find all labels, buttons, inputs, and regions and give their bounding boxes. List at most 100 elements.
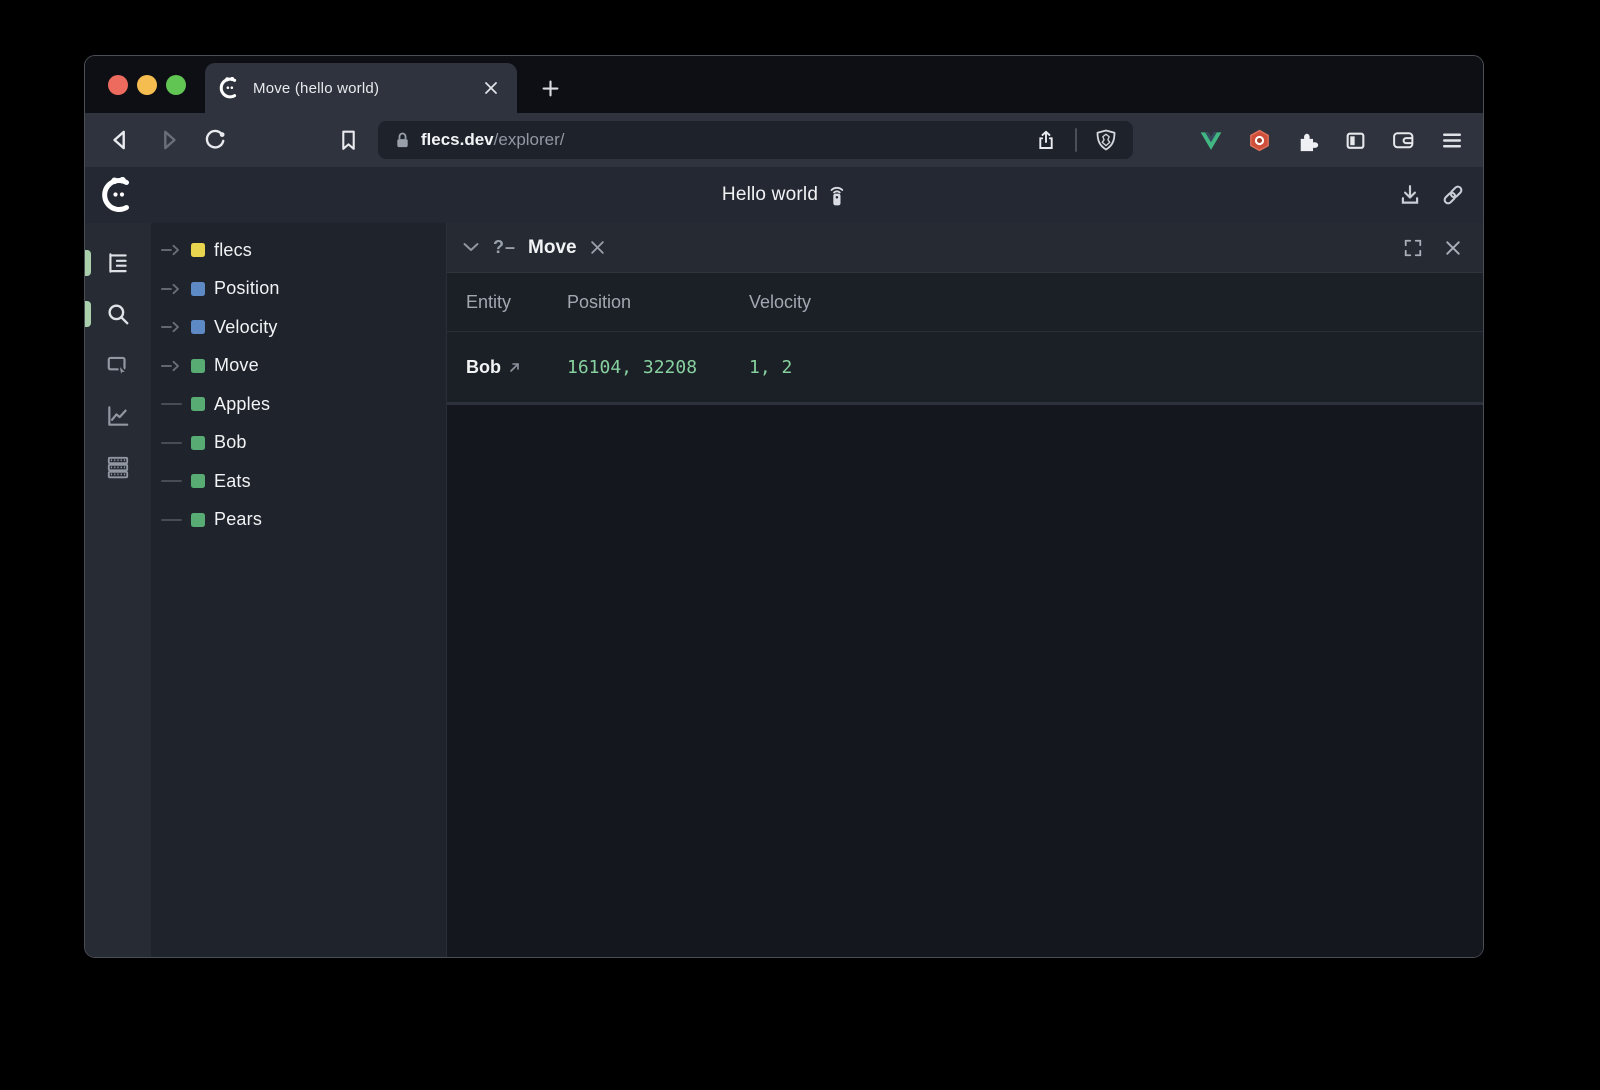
tool-tables[interactable] <box>85 441 151 492</box>
tree-item-label: Move <box>214 355 259 376</box>
browser-tab-active[interactable]: Move (hello world) <box>205 63 517 113</box>
query-clear-icon[interactable] <box>587 237 609 259</box>
entity-tree-panel: flecs Position Velocity <box>151 223 446 957</box>
tool-inspector[interactable] <box>85 339 151 390</box>
bookmark-icon[interactable] <box>335 126 362 154</box>
column-header-velocity: Velocity <box>749 291 812 312</box>
header-actions <box>1396 181 1467 209</box>
tab-close-icon[interactable] <box>479 76 503 100</box>
table-header-row: Entity Position Velocity <box>447 273 1483 331</box>
tree-item-label: Apples <box>214 393 271 414</box>
world-title: Hello world <box>721 184 819 205</box>
flecs-favicon-icon <box>219 77 241 99</box>
tree-item-label: Velocity <box>214 316 278 337</box>
tree-item-eats[interactable]: Eats <box>151 462 446 501</box>
tab-bar: Move (hello world) <box>85 56 1483 113</box>
divider <box>1075 128 1078 152</box>
entity-color-swatch <box>191 243 205 258</box>
new-tab-button[interactable] <box>535 73 565 103</box>
query-panel-empty-area <box>447 405 1483 957</box>
tree-item-label: flecs <box>214 239 253 260</box>
minimize-window-button[interactable] <box>137 74 157 95</box>
expand-arrow-icon[interactable] <box>161 283 183 295</box>
fullscreen-icon[interactable] <box>1401 236 1425 260</box>
extension-icons <box>1197 126 1465 154</box>
expand-arrow-icon[interactable] <box>161 321 183 333</box>
browser-window: Move (hello world) <box>84 55 1484 958</box>
entity-name: Bob <box>466 356 501 377</box>
velocity-value: 1, 2 <box>749 356 793 378</box>
expand-arrow-icon[interactable] <box>161 360 183 372</box>
leaf-line-icon <box>161 437 183 449</box>
expand-arrow-icon[interactable] <box>161 244 183 256</box>
brave-shield-icon[interactable] <box>1093 127 1119 153</box>
query-panel-actions <box>1401 236 1465 260</box>
position-value: 16104, 32208 <box>567 356 698 378</box>
wallet-icon[interactable] <box>1389 126 1417 154</box>
tool-statistics-chart[interactable] <box>85 390 151 441</box>
tree-item-velocity[interactable]: Velocity <box>151 308 446 347</box>
url-text: flecs.dev/explorer/ <box>421 130 1033 150</box>
share-icon[interactable] <box>1033 127 1059 153</box>
url-domain: flecs.dev <box>420 130 494 149</box>
entity-color-swatch <box>191 512 205 527</box>
entity-cell[interactable]: Bob <box>466 357 567 378</box>
column-header-entity: Entity <box>466 291 512 312</box>
address-bar[interactable]: flecs.dev/explorer/ <box>377 121 1134 159</box>
flecs-logo-icon[interactable] <box>101 177 137 213</box>
browser-toolbar: flecs.dev/explorer/ <box>85 113 1483 167</box>
content-area: flecs Position Velocity <box>85 223 1483 957</box>
tree-item-label: Eats <box>214 470 251 491</box>
query-title: Move <box>528 236 577 258</box>
column-header-position: Position <box>567 291 632 312</box>
link-icon[interactable] <box>1439 181 1467 209</box>
remote-connection-icon[interactable] <box>828 183 846 207</box>
reload-icon[interactable] <box>201 126 228 154</box>
hexagon-extension-icon[interactable] <box>1245 126 1273 154</box>
tree-item-move[interactable]: Move <box>151 347 446 386</box>
world-title-group: Hello world <box>722 167 846 223</box>
tab-title: Move (hello world) <box>253 79 380 97</box>
maximize-window-button[interactable] <box>166 74 186 95</box>
chevron-down-icon[interactable] <box>463 242 479 254</box>
tree-item-position[interactable]: Position <box>151 270 446 309</box>
vue-devtools-icon[interactable] <box>1197 126 1225 154</box>
back-icon[interactable] <box>107 126 134 154</box>
close-panel-icon[interactable] <box>1441 236 1465 260</box>
table-row[interactable]: Bob 16104, 32208 1, 2 <box>447 331 1483 402</box>
close-window-button[interactable] <box>108 74 128 95</box>
menu-icon[interactable] <box>1437 126 1465 154</box>
open-entity-arrow-icon[interactable] <box>508 361 521 374</box>
leaf-line-icon <box>161 475 183 487</box>
app-header: Hello world <box>85 167 1483 223</box>
forward-icon[interactable] <box>154 126 181 154</box>
query-results-table: Entity Position Velocity Bob <box>447 273 1483 405</box>
entity-color-swatch <box>191 281 205 296</box>
lock-icon <box>394 131 411 150</box>
entity-color-swatch <box>191 474 205 489</box>
active-indicator <box>85 300 91 327</box>
query-panel: ?– Move <box>446 223 1483 957</box>
tree-item-bob[interactable]: Bob <box>151 424 446 463</box>
tool-sidebar <box>85 223 151 957</box>
tree-item-label: Position <box>214 278 280 299</box>
extensions-puzzle-icon[interactable] <box>1293 126 1321 154</box>
entity-color-swatch <box>191 358 205 373</box>
tool-search[interactable] <box>85 288 151 339</box>
query-icon: ?– <box>493 237 517 257</box>
sidebar-toggle-icon[interactable] <box>1341 126 1369 154</box>
url-path: /explorer/ <box>493 130 565 149</box>
active-indicator <box>85 249 91 276</box>
leaf-line-icon <box>161 398 183 410</box>
tool-entity-tree[interactable] <box>85 237 151 288</box>
tree-item-pears[interactable]: Pears <box>151 501 446 540</box>
tree-item-label: Pears <box>214 509 263 530</box>
tree-item-flecs[interactable]: flecs <box>151 231 446 270</box>
tree-item-label: Bob <box>214 432 247 453</box>
entity-color-swatch <box>191 397 205 412</box>
window-controls <box>85 56 186 113</box>
entity-color-swatch <box>191 320 205 335</box>
entity-color-swatch <box>191 435 205 450</box>
download-icon[interactable] <box>1396 181 1424 209</box>
tree-item-apples[interactable]: Apples <box>151 385 446 424</box>
